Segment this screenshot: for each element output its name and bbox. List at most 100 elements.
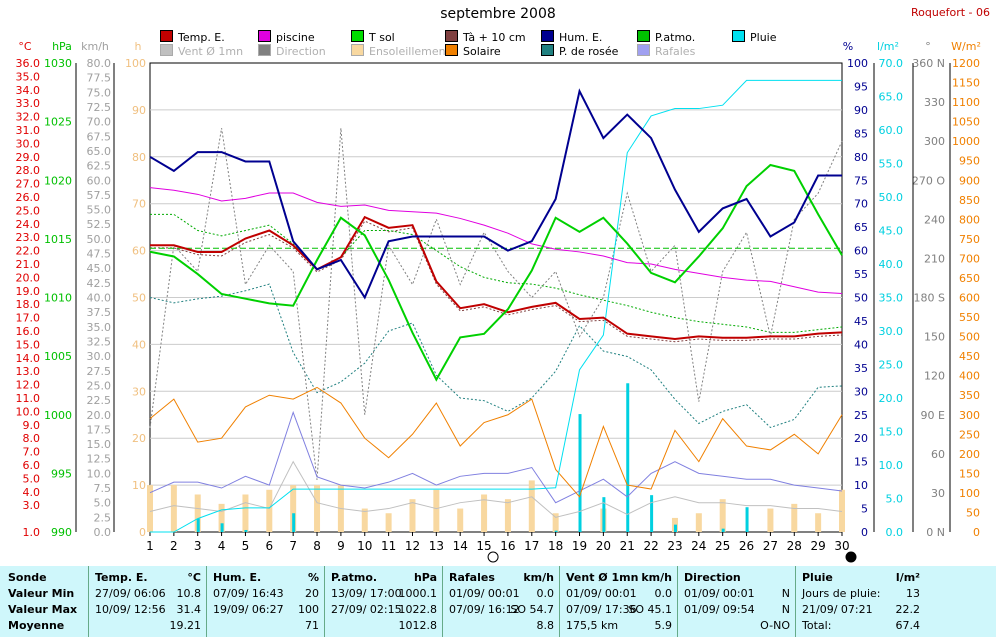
x-tick-label: 16: [500, 539, 515, 553]
avg-value: 19.21: [169, 619, 202, 632]
axis-unit: l/m²: [877, 40, 899, 53]
summary-table: Sonde Valeur Min Valeur Max Moyenne Temp. E.…: [0, 566, 996, 637]
axis-tick-wind: 17.5: [87, 423, 112, 436]
max-value: 22.2: [895, 603, 921, 616]
legend-label: Rafales: [655, 45, 696, 58]
sunshine-bar: [815, 513, 822, 532]
axis-tick-temp: 19.0: [16, 285, 41, 298]
x-tick-label: 21: [620, 539, 635, 553]
axis-tick-humidity: 0: [861, 526, 868, 539]
axis-tick-solar: 1200: [952, 57, 980, 70]
x-tick-label: 10: [357, 539, 372, 553]
x-tick-label: 11: [381, 539, 396, 553]
axis-tick-solar: 1100: [952, 96, 980, 109]
axis-tick-wind: 10.0: [87, 467, 112, 480]
axis-tick-wind: 72.5: [87, 101, 112, 114]
chart-svg: 1 2 3 4 5 6 7 8 9 10 11 12 13 14 15 16 17 18 19 20 21 22 23 24 2…: [16, 40, 981, 563]
axis-tick-temp: 6.0: [23, 459, 41, 472]
sunshine-bar: [314, 485, 321, 532]
axis-tick-temp: 4.0: [23, 486, 41, 499]
summary-row-label: Valeur Min: [8, 587, 75, 600]
axis-tick-sun: 50: [132, 292, 146, 305]
axis-tick-humidity: 45: [854, 315, 868, 328]
legend-swatch: [351, 44, 364, 56]
x-tick-label: 27: [763, 539, 778, 553]
axis-tick-humidity: 40: [854, 338, 868, 351]
axis-tick-temp: 5.0: [23, 472, 41, 485]
legend-swatch: [258, 30, 271, 42]
sunshine-bar: [552, 513, 559, 532]
min-value: 10.8: [176, 587, 202, 600]
axis-tick-wind: 20.0: [87, 409, 112, 422]
axis-tick-wind: 37.5: [87, 306, 112, 319]
max-date: 10/09/ 12:56: [95, 603, 166, 616]
axis-tick-direction: 60: [931, 448, 945, 461]
legend-label: Temp. E.: [178, 31, 225, 44]
axis-tick-temp: 13.0: [16, 365, 41, 378]
rain-bar: [602, 497, 606, 532]
axis-tick-solar: 850: [959, 194, 980, 207]
x-tick-label: 28: [787, 539, 802, 553]
column-title: Temp. E.: [95, 571, 148, 584]
sunshine-bar: [767, 508, 774, 532]
max-value: SO 45.1: [628, 603, 672, 616]
max-value: SO 54.7: [510, 603, 554, 616]
weather-chart: septembre 2008 Roquefort - 06 Temp. E. pi…: [16, 6, 990, 563]
axis-tick-pressure: 1015: [44, 233, 72, 246]
axis-tick-solar: 1050: [952, 116, 980, 129]
summary-column: Direction 01/09/ 00:01 N 01/09/ 09:54 N O-NO: [677, 566, 796, 637]
column-title: Hum. E.: [213, 571, 262, 584]
axis-tick-sun: 20: [132, 432, 146, 445]
legend-swatch: [160, 44, 173, 56]
axis-tick-solar: 1000: [952, 135, 980, 148]
axis-tick-temp: 25.0: [16, 204, 41, 217]
axis-tick-sun: 80: [132, 151, 146, 164]
axis-tick-wind: 52.5: [87, 218, 112, 231]
axis-tick-temp: 15.0: [16, 338, 41, 351]
axis-tick-direction: 180 S: [914, 292, 945, 305]
axis-unit: W/m²: [951, 40, 981, 53]
axis-tick-temp: 29.0: [16, 151, 41, 164]
axis-tick-wind: 2.5: [94, 511, 112, 524]
axis-tick-pressure: 1010: [44, 292, 72, 305]
legend-swatch: [637, 30, 650, 42]
x-tick-label: 1: [146, 539, 154, 553]
axis-tick-temp: 18.0: [16, 298, 41, 311]
x-tick-label: 15: [476, 539, 491, 553]
x-tick-label: 7: [289, 539, 297, 553]
column-title: Vent Ø 1mn: [566, 571, 639, 584]
summary-row-label: Sonde: [8, 571, 47, 584]
series-line-humidity: [149, 88, 842, 300]
axis-tick-humidity: 100: [847, 57, 868, 70]
axis-tick-temp: 24.0: [16, 218, 41, 231]
legend-swatch: [637, 44, 650, 56]
x-tick-label: 13: [429, 539, 444, 553]
x-tick-label: 6: [265, 539, 273, 553]
axis-tick-wind: 55.0: [87, 204, 112, 217]
axis-tick-direction: 240: [924, 213, 945, 226]
column-title: Direction: [684, 571, 741, 584]
axis-tick-rain: 15.0: [879, 426, 904, 439]
x-tick-label: 8: [313, 539, 321, 553]
axis-tick-pressure: 990: [51, 526, 72, 539]
axis-tick-humidity: 65: [854, 221, 868, 234]
sunshine-bar: [481, 494, 488, 532]
axis-tick-temp: 3.0: [23, 499, 41, 512]
axis-tick-solar: 950: [959, 155, 980, 168]
axis-tick-pressure: 1005: [44, 350, 72, 363]
max-value: N: [781, 603, 790, 616]
x-tick-label: 2: [170, 539, 178, 553]
x-tick-label: 30: [834, 539, 849, 553]
axis-tick-temp: 30.0: [16, 137, 41, 150]
legend-label: Tà + 10 cm: [463, 31, 526, 44]
avg-value: O-NO: [760, 619, 790, 632]
axis-tick-temp: 22.0: [16, 245, 41, 258]
avg-value: 1012.8: [398, 619, 438, 632]
x-tick-label: 9: [337, 539, 345, 553]
axis-tick-solar: 0: [973, 526, 980, 539]
axis-tick-temp: 8.0: [23, 432, 41, 445]
axis-tick-pressure: 1025: [44, 116, 72, 129]
legend-item: piscine: [258, 30, 315, 44]
axis-unit: km/h: [81, 40, 109, 53]
axis-tick-temp: 31.0: [16, 124, 41, 137]
